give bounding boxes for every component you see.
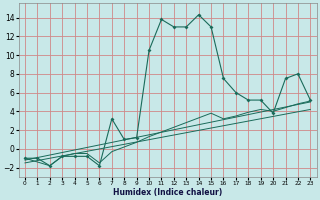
X-axis label: Humidex (Indice chaleur): Humidex (Indice chaleur) (113, 188, 222, 197)
